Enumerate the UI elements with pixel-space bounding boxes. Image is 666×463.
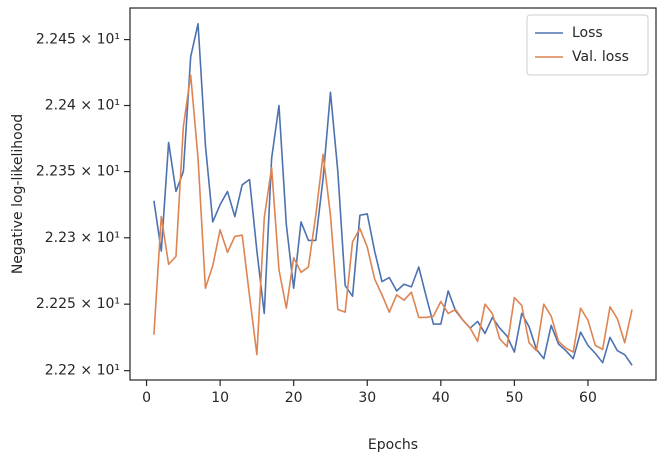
y-axis-label: Negative log-likelihood: [10, 114, 26, 274]
x-tick-label: 40: [432, 390, 450, 406]
series-line: [153, 74, 633, 356]
x-tick-label: 0: [142, 390, 151, 406]
plot-frame: [129, 7, 657, 381]
y-tick-label: 2.23 × 10¹: [45, 230, 120, 246]
y-tick-label: 2.225 × 10¹: [36, 296, 120, 312]
x-tick-label: 50: [505, 390, 523, 406]
series-line: [153, 22, 633, 366]
x-tick-label: 20: [285, 390, 303, 406]
x-axis-label: Epochs: [368, 437, 418, 453]
legend-label: Val. loss: [572, 49, 629, 65]
y-tick-label: 2.235 × 10¹: [36, 164, 120, 180]
x-tick-label: 10: [211, 390, 229, 406]
x-tick-label: 60: [579, 390, 597, 406]
legend: Loss Val. loss: [526, 14, 649, 76]
y-tick-label: 2.22 × 10¹: [45, 363, 120, 379]
legend-box: [526, 14, 649, 76]
y-tick-label: 2.24 × 10¹: [45, 98, 120, 114]
legend-label: Loss: [572, 25, 603, 41]
x-tick-label: 30: [358, 390, 376, 406]
y-tick-label: 2.245 × 10¹: [36, 32, 120, 48]
